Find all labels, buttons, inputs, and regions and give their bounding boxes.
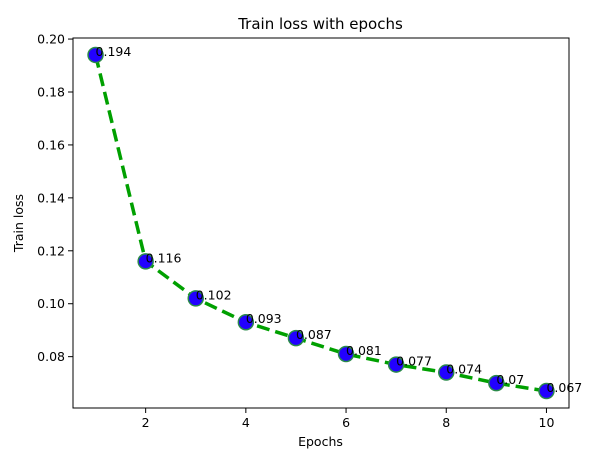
loss-data-label: 0.087 — [296, 327, 332, 342]
loss-data-point — [538, 382, 555, 400]
y-tick-label: 0.18 — [37, 84, 65, 99]
series-line-layer — [93, 54, 547, 393]
y-tick-label: 0.16 — [37, 137, 65, 152]
loss-data-label: 0.093 — [246, 311, 282, 326]
y-tick-label: 0.12 — [37, 243, 65, 258]
y-axis-label: Train loss — [11, 194, 26, 253]
y-tick-label: 0.10 — [37, 296, 65, 311]
chart-title: Train loss with epochs — [237, 15, 403, 33]
loss-data-point — [137, 253, 154, 270]
loss-data-label: 0.077 — [396, 354, 432, 369]
axis-ticks: 2 4 6 8 10 0.08 0.10 0.12 0.14 0.16 0.18 0.20 — [37, 32, 554, 430]
loss-data-point — [337, 345, 355, 363]
loss-data-label: 0.081 — [346, 343, 382, 358]
loss-data-point — [488, 374, 505, 392]
y-tick-label: 0.08 — [37, 349, 65, 364]
y-tick-label: 0.20 — [37, 32, 65, 47]
y-tick-label: 0.14 — [37, 190, 65, 205]
loss-data-label: 0.074 — [446, 362, 482, 377]
x-tick-label: 2 — [142, 415, 150, 430]
loss-series-line — [93, 54, 547, 393]
loss-data-point — [187, 290, 204, 307]
loss-data-point — [237, 313, 255, 331]
x-axis-label: Epochs — [298, 434, 343, 449]
plot-area-frame — [72, 37, 570, 409]
x-tick-label: 6 — [342, 415, 350, 430]
x-tick-label: 4 — [242, 415, 250, 430]
loss-data-point — [387, 356, 405, 373]
loss-data-label: 0.102 — [196, 287, 232, 302]
loss-data-point — [87, 46, 104, 64]
loss-data-label: 0.067 — [546, 380, 582, 395]
x-tick-label: 10 — [539, 415, 555, 430]
loss-data-point — [438, 364, 455, 381]
loss-data-label: 0.07 — [496, 372, 524, 387]
loss-data-label: 0.194 — [96, 44, 132, 59]
x-tick-label: 8 — [442, 415, 450, 430]
loss-data-label: 0.116 — [146, 250, 182, 265]
loss-data-point — [287, 329, 305, 347]
data-labels: 0.194 0.116 0.102 0.093 0.087 0.081 0.077 0.074… — [96, 44, 583, 395]
data-points — [87, 46, 555, 400]
